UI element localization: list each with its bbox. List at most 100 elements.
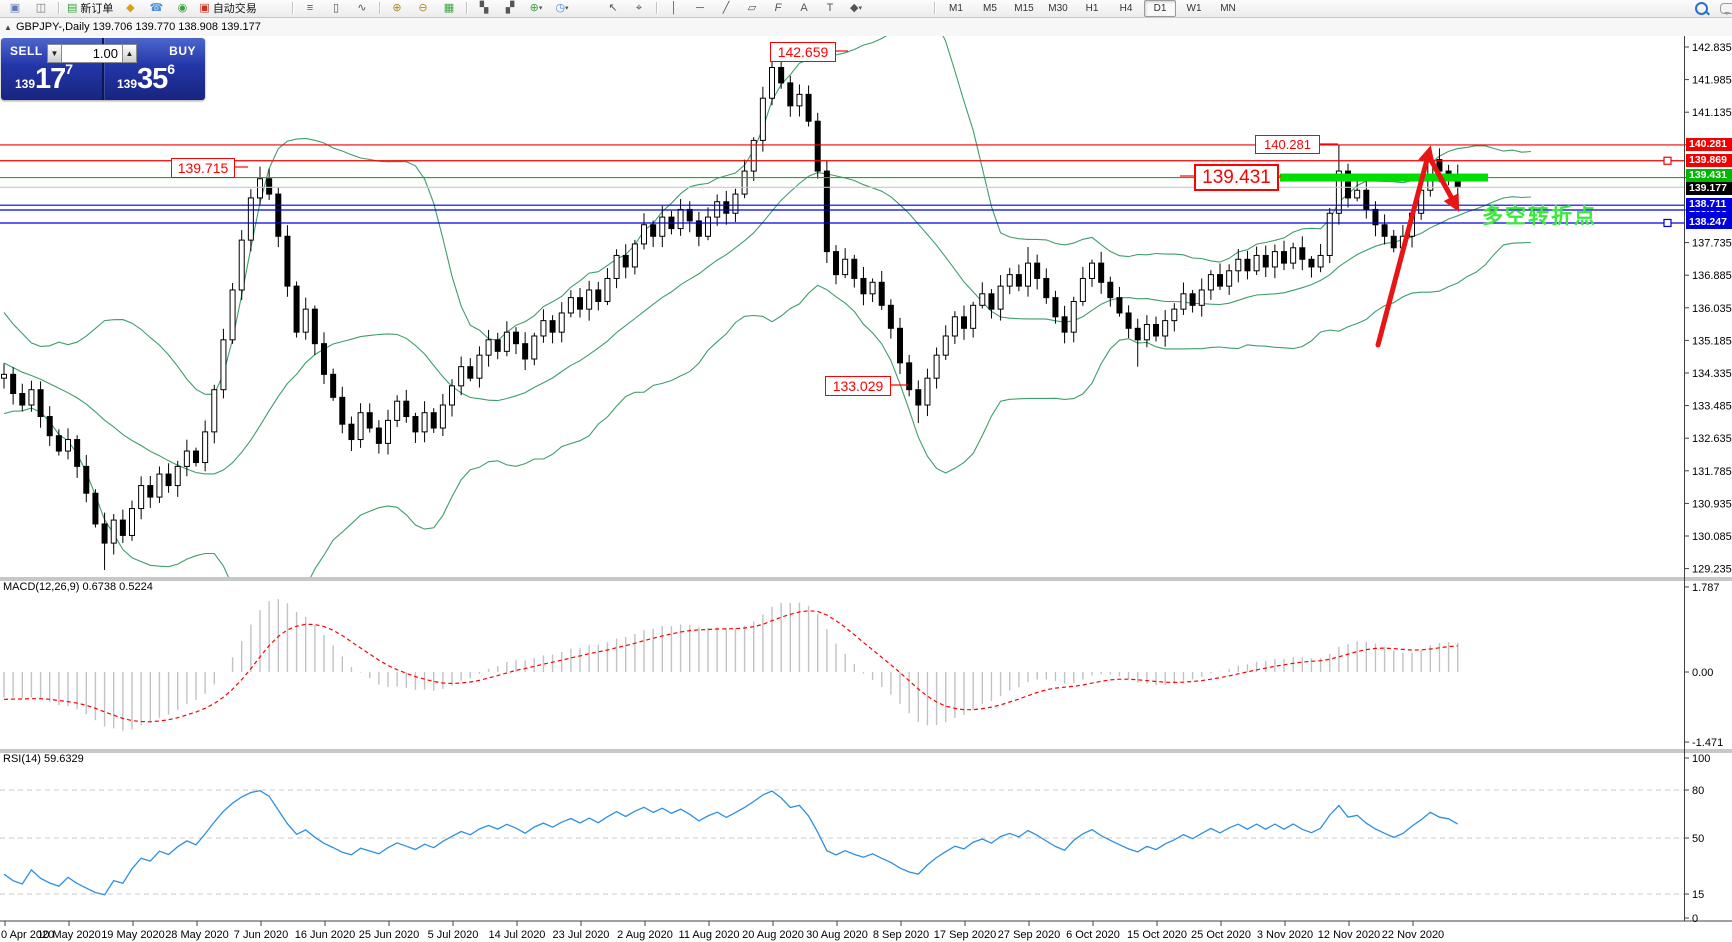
- svg-text:135.185: 135.185: [1692, 335, 1732, 347]
- svg-text:0 Apr 2020: 0 Apr 2020: [1, 929, 54, 941]
- trend-arrow: [1375, 145, 1435, 348]
- lot-size-input[interactable]: [62, 44, 122, 63]
- svg-text:137.735: 137.735: [1692, 238, 1732, 250]
- svg-text:136.035: 136.035: [1692, 303, 1732, 315]
- chart-bars-icon[interactable]: ≡: [306, 1, 314, 14]
- chart-candles-icon[interactable]: ▯: [332, 1, 340, 14]
- support-zone-bar: [1280, 173, 1488, 182]
- buy-label: BUY: [169, 44, 196, 58]
- expert-icon[interactable]: ☎: [149, 1, 164, 14]
- price-label-133029[interactable]: 133.029: [825, 376, 891, 396]
- axis-tag-bid-139177: 139.177: [1686, 182, 1732, 195]
- svg-text:-1.471: -1.471: [1692, 737, 1723, 749]
- toolbar-separator: [58, 2, 59, 14]
- new-order-button[interactable]: ▤ 新订单: [67, 1, 114, 15]
- add-indicator-icon[interactable]: ⊕ ▾: [529, 1, 543, 14]
- tf-m15-button[interactable]: M15: [1014, 2, 1034, 14]
- axes: 142.835141.985141.135140.285139.435138.5…: [0, 36, 1732, 941]
- tf-h4-button[interactable]: H4: [1119, 2, 1133, 14]
- svg-text:10 May 2020: 10 May 2020: [37, 929, 101, 941]
- toolbar-separator: [379, 2, 380, 14]
- svg-text:5 Jul 2020: 5 Jul 2020: [428, 929, 479, 941]
- tf-h1-button[interactable]: H1: [1085, 2, 1099, 14]
- indicator-window-icon[interactable]: ▚: [479, 1, 489, 14]
- tf-w1-button[interactable]: W1: [1186, 2, 1202, 14]
- toolbar-separator: [466, 2, 467, 14]
- svg-text:7 Jun 2020: 7 Jun 2020: [234, 929, 288, 941]
- svg-text:0: 0: [1692, 913, 1698, 925]
- panel-divider: [102, 38, 104, 100]
- indicator-list-icon[interactable]: ▞: [505, 1, 515, 14]
- profiles-icon[interactable]: ◫: [35, 1, 47, 14]
- periods-icon[interactable]: ◷ ▾: [555, 1, 569, 14]
- zoom-in-icon[interactable]: ⊕: [392, 1, 402, 14]
- svg-text:134.335: 134.335: [1692, 368, 1732, 380]
- trendline-icon[interactable]: ╱: [722, 1, 730, 14]
- crosshair-icon[interactable]: ⌖: [635, 1, 643, 14]
- svg-text:19 May 2020: 19 May 2020: [101, 929, 165, 941]
- sell-price: 139177: [15, 61, 74, 95]
- tf-d1-button[interactable]: D1: [1144, 0, 1176, 17]
- vertical-line-icon[interactable]: │: [670, 1, 678, 14]
- one-click-trade-panel: SELL 139177 BUY 139356 ▼ ▲: [1, 38, 205, 100]
- buy-button[interactable]: BUY 139356: [104, 38, 205, 100]
- toolbar-separator: [934, 2, 935, 14]
- tile-windows-icon[interactable]: ▦: [443, 1, 455, 14]
- svg-text:23 Jul 2020: 23 Jul 2020: [553, 929, 610, 941]
- symbol-ohlc-readout: GBPJPY-,Daily 139.706 139.770 138.908 13…: [16, 21, 261, 33]
- eraser-icon[interactable]: ◆: [126, 1, 135, 14]
- svg-text:142.835: 142.835: [1692, 42, 1732, 54]
- lot-size-widget: ▼ ▲: [47, 44, 139, 63]
- svg-text:1.787: 1.787: [1692, 582, 1720, 594]
- chart-window-icon[interactable]: ▣: [9, 1, 21, 14]
- lot-increase-button[interactable]: ▲: [122, 44, 137, 63]
- sell-label: SELL: [10, 44, 43, 58]
- svg-text:15: 15: [1692, 889, 1704, 901]
- new-order-icon: ▤: [67, 1, 78, 14]
- autotrade-button[interactable]: ▣ 自动交易: [199, 1, 257, 15]
- svg-text:3 Nov 2020: 3 Nov 2020: [1257, 929, 1313, 941]
- svg-text:17 Sep 2020: 17 Sep 2020: [934, 929, 996, 941]
- svg-text:20 Aug 2020: 20 Aug 2020: [742, 929, 804, 941]
- macd-indicator-label: MACD(12,26,9) 0.6738 0.5224: [3, 581, 153, 593]
- horizontal-line-icon[interactable]: ─: [696, 1, 704, 14]
- lot-decrease-button[interactable]: ▼: [47, 44, 62, 63]
- price-label-142659[interactable]: 142.659: [770, 42, 836, 62]
- svg-text:25 Oct 2020: 25 Oct 2020: [1191, 929, 1251, 941]
- sell-button[interactable]: SELL 139177: [1, 38, 102, 100]
- collapse-icon[interactable]: ▲: [4, 23, 12, 32]
- svg-text:27 Sep 2020: 27 Sep 2020: [998, 929, 1060, 941]
- price-label-139715[interactable]: 139.715: [171, 158, 235, 178]
- zoom-out-icon[interactable]: ⊖: [418, 1, 428, 14]
- svg-text:80: 80: [1692, 785, 1704, 797]
- svg-text:2 Aug 2020: 2 Aug 2020: [617, 929, 673, 941]
- svg-text:130.085: 130.085: [1692, 531, 1732, 543]
- svg-text:15 Oct 2020: 15 Oct 2020: [1127, 929, 1187, 941]
- svg-text:11 Aug 2020: 11 Aug 2020: [679, 929, 740, 941]
- chat-icon[interactable]: [1715, 0, 1732, 17]
- fibonacci-icon[interactable]: F: [774, 1, 782, 14]
- chart-line-icon[interactable]: ∿: [357, 1, 367, 14]
- text-icon[interactable]: A: [800, 1, 808, 14]
- macd-pane: [3, 599, 1459, 731]
- candlesticks: [1, 53, 1461, 570]
- channel-icon[interactable]: ▱: [747, 1, 757, 14]
- price-label-140281[interactable]: 140.281: [1255, 135, 1320, 154]
- buy-price: 139356: [117, 61, 176, 95]
- signal-icon[interactable]: ◉: [177, 1, 188, 14]
- axis-tag-139431: 139.431: [1686, 169, 1732, 182]
- text-label-icon[interactable]: T: [826, 1, 834, 14]
- chinese-note-label[interactable]: 多空转折点: [1482, 205, 1597, 228]
- shapes-icon[interactable]: ◆ ▾: [850, 1, 862, 14]
- cursor-icon[interactable]: ↖: [608, 1, 618, 14]
- svg-text:22 Nov 2020: 22 Nov 2020: [1382, 929, 1444, 941]
- tf-m5-button[interactable]: M5: [983, 2, 997, 14]
- tf-mn-button[interactable]: MN: [1220, 2, 1236, 14]
- search-icon[interactable]: [1689, 0, 1713, 17]
- rsi-pane: [0, 789, 1684, 896]
- price-label-139431[interactable]: 139.431: [1194, 164, 1279, 191]
- tf-m1-button[interactable]: M1: [949, 2, 963, 14]
- tf-m30-button[interactable]: M30: [1048, 2, 1068, 14]
